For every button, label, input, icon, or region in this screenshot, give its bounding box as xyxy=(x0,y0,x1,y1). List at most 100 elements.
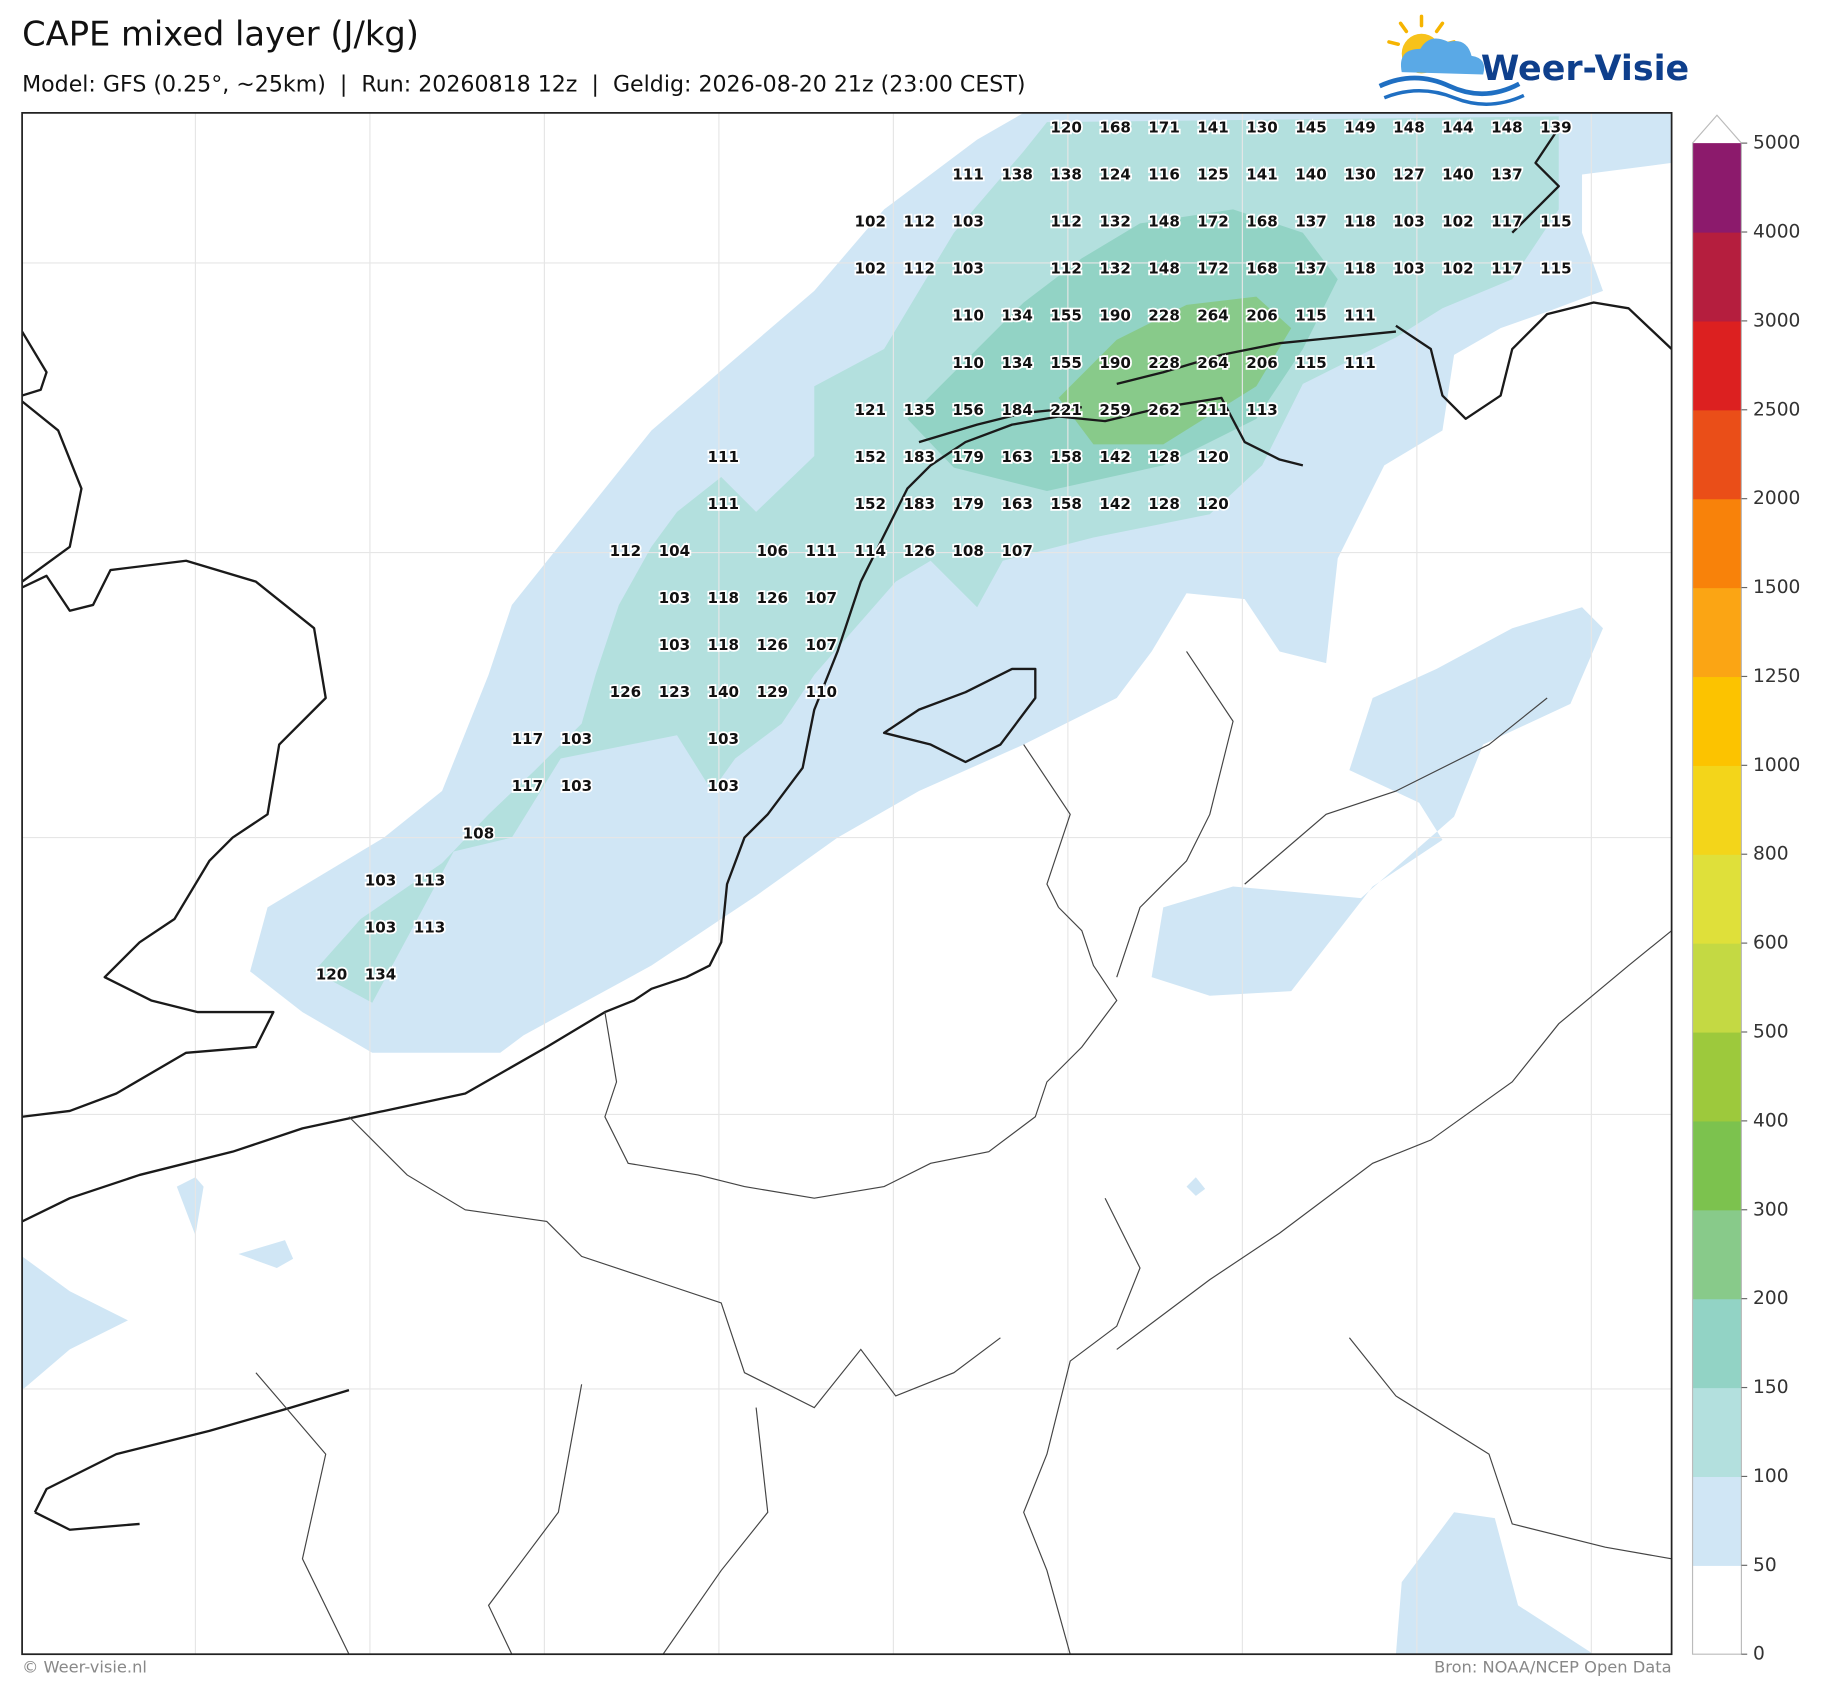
logo-text: Weer-Visie xyxy=(1481,49,1689,89)
cape-value: 163 xyxy=(1001,448,1033,466)
cape-value: 134 xyxy=(1001,354,1033,372)
cape-value: 117 xyxy=(1491,213,1523,231)
cape-value: 103 xyxy=(1393,213,1425,231)
cape-value: 111 xyxy=(805,542,837,560)
cape-value: 148 xyxy=(1393,119,1425,137)
colorbar-segment xyxy=(1692,1298,1742,1389)
cape-value: 103 xyxy=(708,730,740,748)
colorbar-tick-label: 600 xyxy=(1753,933,1789,954)
footer-right: Bron: NOAA/NCEP Open Data xyxy=(1434,1658,1672,1677)
cape-value: 137 xyxy=(1295,260,1327,278)
cape-value: 148 xyxy=(1148,213,1180,231)
cape-value: 152 xyxy=(854,448,886,466)
cape-value: 140 xyxy=(1295,166,1327,184)
cape-value: 123 xyxy=(659,683,691,701)
colorbar-segment xyxy=(1692,498,1742,589)
cape-value: 111 xyxy=(952,166,984,184)
cape-value: 139 xyxy=(1540,119,1572,137)
cape-value: 126 xyxy=(757,589,789,607)
cape-value: 103 xyxy=(659,589,691,607)
colorbar: 0 50 100 150 200 300 400 500 600 800 1000 1250 1500 2… xyxy=(1691,114,1800,1665)
cape-value: 118 xyxy=(708,589,740,607)
cape-value: 132 xyxy=(1099,213,1131,231)
logo: Weer-Visie xyxy=(1378,14,1689,106)
colorbar-segment xyxy=(1692,587,1742,678)
cape-value: 117 xyxy=(512,777,544,795)
cape-value: 140 xyxy=(708,683,740,701)
cape-value: 118 xyxy=(1344,260,1376,278)
colorbar-segment xyxy=(1692,854,1742,944)
cape-value: 171 xyxy=(1148,119,1180,137)
colorbar-tick-label: 100 xyxy=(1753,1466,1789,1487)
cape-value: 112 xyxy=(610,542,642,560)
cape-value: 110 xyxy=(805,683,837,701)
colorbar-tick-label: 150 xyxy=(1753,1377,1789,1398)
cape-value: 116 xyxy=(1148,166,1180,184)
cape-value: 113 xyxy=(414,871,446,889)
cape-value: 104 xyxy=(659,542,691,560)
cape-value: 102 xyxy=(1442,260,1474,278)
cape-value: 179 xyxy=(952,448,984,466)
cape-value: 110 xyxy=(952,307,984,325)
cape-value: 103 xyxy=(365,871,397,889)
colorbar-tick-label: 5000 xyxy=(1753,133,1800,154)
cape-value: 183 xyxy=(903,495,935,513)
cape-value: 168 xyxy=(1246,260,1278,278)
cape-value: 259 xyxy=(1099,401,1131,419)
colorbar-tick-label: 200 xyxy=(1753,1288,1789,1309)
cape-value: 103 xyxy=(561,730,593,748)
cape-value: 103 xyxy=(365,918,397,936)
cape-value: 156 xyxy=(952,401,984,419)
colorbar-segment xyxy=(1692,143,1742,233)
cape-value: 111 xyxy=(1344,307,1376,325)
colorbar-tick-label: 2500 xyxy=(1753,399,1800,420)
cape-value: 190 xyxy=(1099,354,1131,372)
cape-value: 172 xyxy=(1197,213,1229,231)
cape-value: 142 xyxy=(1099,448,1131,466)
cape-value: 120 xyxy=(1050,119,1082,137)
colorbar-tick-label: 0 xyxy=(1753,1644,1765,1665)
colorbar-segment xyxy=(1692,232,1742,322)
cape-value: 184 xyxy=(1001,401,1033,419)
cape-value: 113 xyxy=(414,918,446,936)
cape-value: 206 xyxy=(1246,307,1278,325)
cape-value: 115 xyxy=(1295,354,1327,372)
cape-value: 117 xyxy=(1491,260,1523,278)
cape-value: 137 xyxy=(1491,166,1523,184)
cape-value: 142 xyxy=(1099,495,1131,513)
colorbar-tick-label: 800 xyxy=(1753,844,1789,865)
cape-value: 211 xyxy=(1197,401,1229,419)
cape-value: 103 xyxy=(1393,260,1425,278)
cape-value: 155 xyxy=(1050,307,1082,325)
cape-value: 221 xyxy=(1050,401,1082,419)
cape-value: 120 xyxy=(1197,448,1229,466)
cape-value: 107 xyxy=(805,589,837,607)
cape-value: 145 xyxy=(1295,119,1327,137)
cape-value: 110 xyxy=(952,354,984,372)
cape-value: 141 xyxy=(1246,166,1278,184)
cape-value: 102 xyxy=(854,213,886,231)
cape-value: 108 xyxy=(463,824,495,842)
subtitle: Model: GFS (0.25°, ~25km) | Run: 2026081… xyxy=(22,71,1025,97)
cape-value: 115 xyxy=(1540,213,1572,231)
cape-value: 103 xyxy=(659,636,691,654)
cape-value: 112 xyxy=(903,260,935,278)
cape-value: 112 xyxy=(1050,213,1082,231)
title: CAPE mixed layer (J/kg) xyxy=(22,15,419,54)
cape-value: 138 xyxy=(1050,166,1082,184)
cape-value: 107 xyxy=(805,636,837,654)
cape-value: 128 xyxy=(1148,448,1180,466)
cape-value: 158 xyxy=(1050,495,1082,513)
cape-value: 264 xyxy=(1197,354,1229,372)
cape-value: 152 xyxy=(854,495,886,513)
cape-value: 115 xyxy=(1540,260,1572,278)
cape-value: 168 xyxy=(1099,119,1131,137)
cape-value: 126 xyxy=(757,636,789,654)
cape-value: 135 xyxy=(903,401,935,419)
colorbar-segment xyxy=(1692,1565,1742,1655)
borders xyxy=(255,651,1672,1655)
colorbar-segment xyxy=(1692,1120,1742,1211)
cape-value: 148 xyxy=(1491,119,1523,137)
cape-value: 107 xyxy=(1001,542,1033,560)
